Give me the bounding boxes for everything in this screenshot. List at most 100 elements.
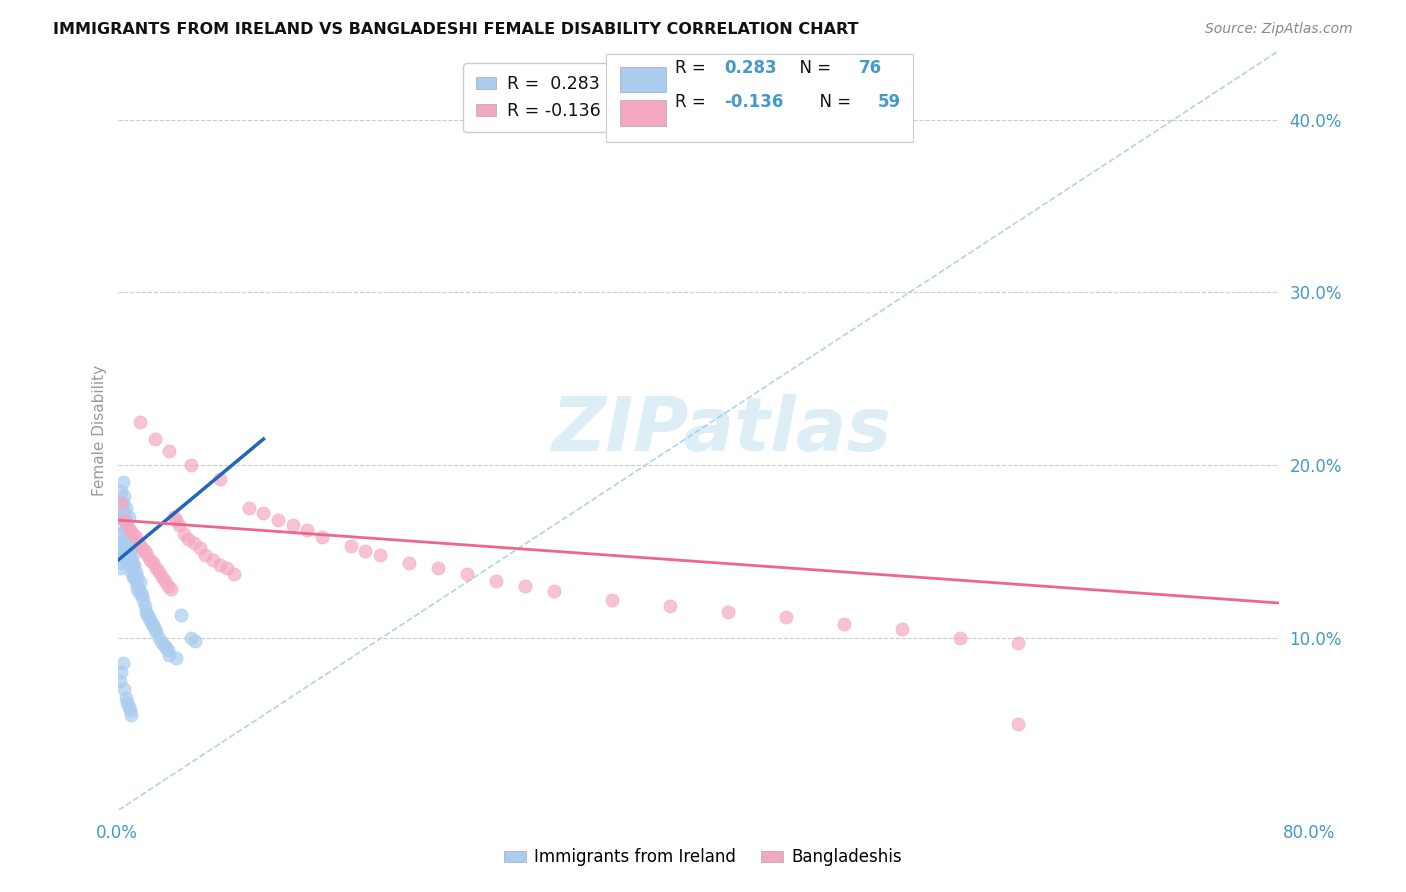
- Point: [118, 524, 141, 538]
- Point: [156, 642, 179, 657]
- Legend: R =  0.283   N = 76, R = -0.136   N = 59: R = 0.283 N = 76, R = -0.136 N = 59: [464, 63, 690, 132]
- Point: [115, 696, 138, 710]
- Y-axis label: Female Disability: Female Disability: [93, 365, 107, 496]
- Text: R =: R =: [675, 59, 711, 77]
- Text: IMMIGRANTS FROM IRELAND VS BANGLADESHI FEMALE DISABILITY CORRELATION CHART: IMMIGRANTS FROM IRELAND VS BANGLADESHI F…: [53, 22, 859, 37]
- Point: [118, 530, 141, 544]
- Point: [110, 541, 132, 555]
- Point: [122, 527, 145, 541]
- Point: [134, 599, 156, 614]
- Point: [150, 570, 173, 584]
- Point: [118, 544, 141, 558]
- Point: [115, 524, 138, 538]
- Point: [426, 561, 449, 575]
- Point: [1007, 635, 1029, 649]
- Point: [110, 483, 132, 498]
- Point: [142, 556, 165, 570]
- Point: [125, 575, 148, 590]
- Text: 76: 76: [859, 59, 882, 77]
- Point: [150, 635, 173, 649]
- Point: [115, 548, 138, 562]
- Text: N =: N =: [789, 59, 837, 77]
- Text: 0.283: 0.283: [724, 59, 776, 77]
- Point: [115, 535, 138, 549]
- Point: [112, 544, 135, 558]
- Point: [134, 544, 156, 558]
- Point: [135, 605, 157, 619]
- Point: [121, 541, 143, 555]
- Point: [112, 513, 135, 527]
- Bar: [620, 67, 666, 93]
- Point: [153, 574, 176, 588]
- Point: [110, 527, 132, 541]
- Point: [114, 501, 136, 516]
- Point: [148, 565, 170, 579]
- Point: [111, 475, 134, 490]
- Point: [184, 634, 207, 648]
- Point: [110, 665, 132, 679]
- Point: [949, 631, 972, 645]
- Point: [118, 558, 141, 572]
- Point: [112, 506, 135, 520]
- Point: [110, 556, 132, 570]
- Text: Source: ZipAtlas.com: Source: ZipAtlas.com: [1205, 22, 1353, 37]
- Point: [156, 579, 179, 593]
- Point: [717, 605, 740, 619]
- Point: [339, 539, 361, 553]
- Point: [281, 518, 304, 533]
- Point: [114, 553, 136, 567]
- Point: [456, 566, 478, 581]
- Bar: [606, 54, 914, 142]
- Point: [890, 622, 912, 636]
- Point: [111, 535, 134, 549]
- Point: [132, 592, 155, 607]
- Point: [111, 657, 134, 671]
- Point: [832, 616, 855, 631]
- Point: [311, 530, 333, 544]
- Point: [125, 530, 148, 544]
- Point: [128, 535, 150, 549]
- Point: [224, 566, 246, 581]
- Text: 80.0%: 80.0%: [1284, 824, 1336, 842]
- Point: [183, 535, 205, 549]
- Point: [252, 506, 274, 520]
- Point: [368, 548, 391, 562]
- Point: [194, 548, 217, 562]
- Point: [180, 631, 202, 645]
- Point: [131, 541, 153, 555]
- Point: [112, 489, 135, 503]
- Point: [108, 535, 131, 549]
- Point: [138, 609, 160, 624]
- Point: [484, 574, 506, 588]
- Point: [166, 513, 188, 527]
- Legend: Immigrants from Ireland, Bangladeshis: Immigrants from Ireland, Bangladeshis: [498, 842, 908, 873]
- Point: [208, 558, 231, 572]
- Point: [112, 682, 135, 697]
- Point: [122, 570, 145, 584]
- Point: [122, 558, 145, 572]
- Point: [117, 535, 139, 549]
- Point: [121, 565, 143, 579]
- Point: [129, 575, 152, 590]
- Point: [121, 553, 143, 567]
- Point: [1007, 716, 1029, 731]
- Point: [124, 558, 146, 572]
- Point: [398, 556, 420, 570]
- Point: [513, 579, 536, 593]
- Bar: [620, 100, 666, 126]
- Point: [108, 509, 131, 524]
- Point: [180, 458, 202, 472]
- Point: [108, 673, 131, 688]
- Point: [295, 524, 318, 538]
- Point: [208, 472, 231, 486]
- Point: [775, 609, 797, 624]
- Point: [141, 616, 163, 631]
- Point: [122, 548, 145, 562]
- Text: R =: R =: [675, 93, 711, 111]
- Point: [157, 648, 180, 662]
- Point: [129, 587, 152, 601]
- Point: [117, 509, 139, 524]
- Point: [354, 544, 377, 558]
- Point: [173, 527, 195, 541]
- Point: [129, 415, 152, 429]
